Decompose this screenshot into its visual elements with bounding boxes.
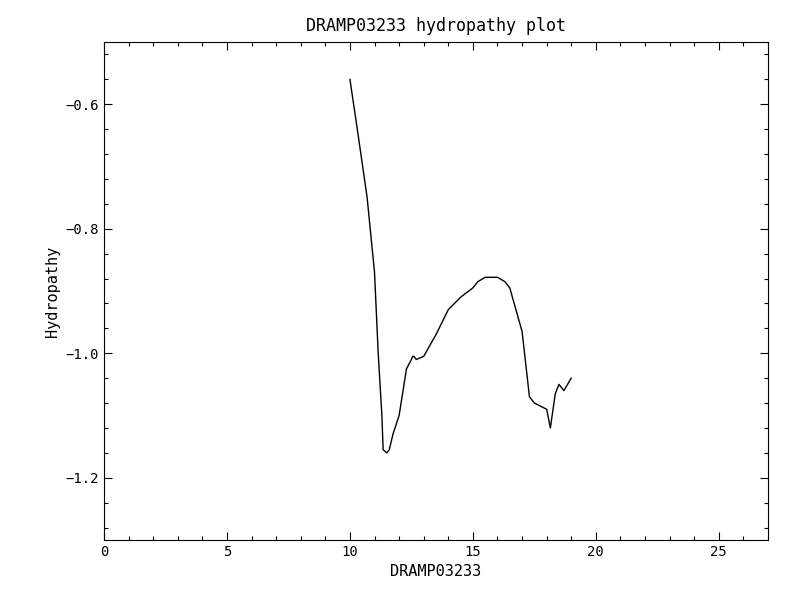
X-axis label: DRAMP03233: DRAMP03233 (390, 565, 482, 580)
Title: DRAMP03233 hydropathy plot: DRAMP03233 hydropathy plot (306, 17, 566, 35)
Y-axis label: Hydropathy: Hydropathy (45, 245, 60, 337)
